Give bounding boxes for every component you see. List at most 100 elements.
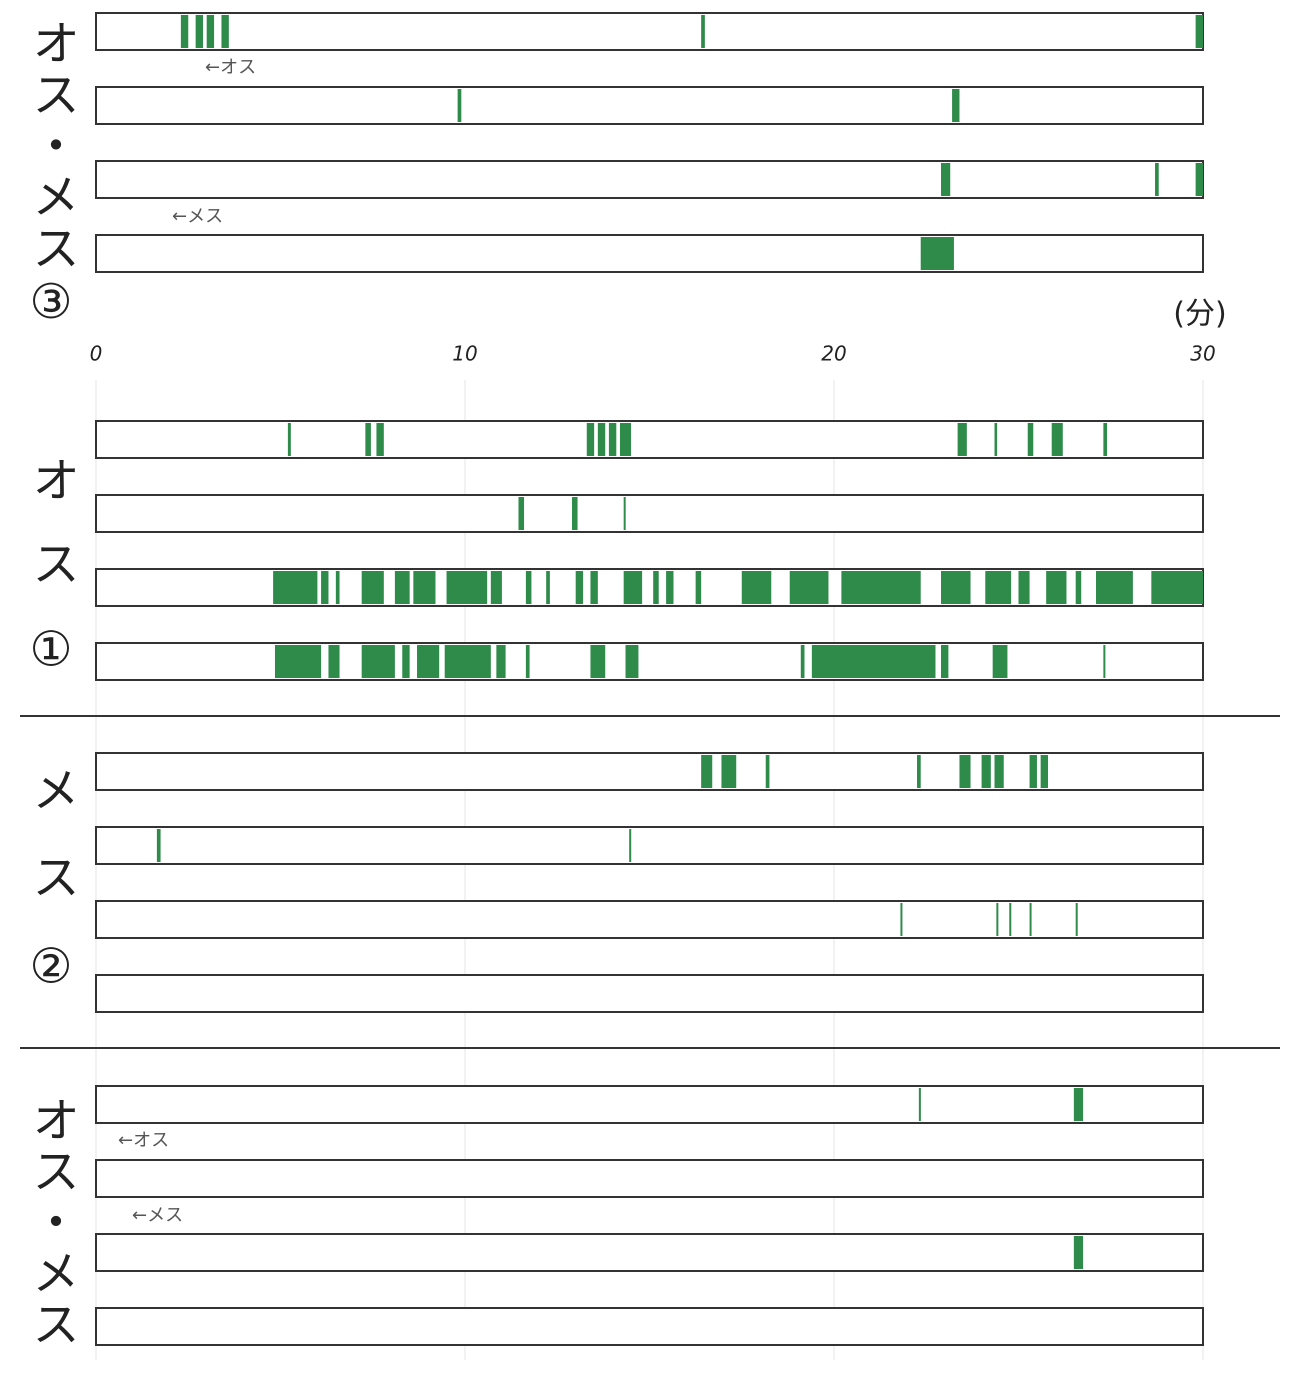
- activity-segment: [572, 497, 578, 530]
- activity-segment: [1103, 645, 1106, 678]
- activity-segment: [701, 755, 713, 788]
- activity-segment: [525, 571, 532, 604]
- activity-segment: [1046, 571, 1067, 604]
- x-tick-label: 30: [1190, 342, 1215, 366]
- row-track: [95, 900, 1204, 939]
- activity-segment: [361, 645, 395, 678]
- activity-segment: [629, 829, 632, 862]
- activity-segment: [518, 497, 525, 530]
- group-label: オス・メス③: [23, 18, 79, 333]
- activity-segment: [490, 571, 502, 604]
- row-track: [95, 234, 1204, 273]
- row-track: [95, 974, 1204, 1013]
- activity-segment: [653, 571, 659, 604]
- activity-segment: [841, 571, 921, 604]
- activity-segment: [1051, 423, 1063, 456]
- activity-segment: [1029, 903, 1032, 936]
- activity-segment: [287, 423, 291, 456]
- activity-segment: [981, 755, 991, 788]
- row-track: [95, 86, 1204, 125]
- activity-segment: [996, 903, 999, 936]
- activity-segment: [920, 237, 954, 270]
- activity-segment: [800, 645, 805, 678]
- activity-segment: [1075, 571, 1082, 604]
- activity-segment: [328, 645, 340, 678]
- activity-segment: [985, 571, 1012, 604]
- row-track: [95, 1085, 1204, 1124]
- activity-segment: [444, 645, 491, 678]
- activity-segment: [1155, 163, 1159, 196]
- annotation: ←メス: [132, 1205, 183, 1226]
- activity-segment: [1029, 755, 1037, 788]
- activity-segment: [1009, 903, 1012, 936]
- annotation: ←メス: [172, 206, 223, 227]
- activity-segment: [1195, 15, 1203, 48]
- activity-segment: [273, 571, 318, 604]
- activity-segment: [811, 645, 936, 678]
- activity-segment: [496, 645, 506, 678]
- activity-segment: [597, 423, 606, 456]
- row-track: [95, 1233, 1204, 1272]
- activity-segment: [952, 89, 960, 122]
- activity-segment: [376, 423, 384, 456]
- activity-segment: [1075, 903, 1078, 936]
- activity-segment: [959, 755, 971, 788]
- activity-segment: [394, 571, 410, 604]
- row-track: [95, 1159, 1204, 1198]
- activity-segment: [180, 15, 189, 48]
- activity-segment: [335, 571, 340, 604]
- activity-segment: [721, 755, 737, 788]
- group-label: オス①: [23, 455, 79, 713]
- row-track: [95, 642, 1204, 681]
- activity-segment: [918, 1088, 921, 1121]
- row-track: [95, 494, 1204, 533]
- activity-segment: [666, 571, 674, 604]
- row-track: [95, 12, 1204, 51]
- activity-segment: [1040, 755, 1049, 788]
- row-track: [95, 752, 1204, 791]
- activity-segment: [365, 423, 371, 456]
- activity-segment: [156, 829, 161, 862]
- activity-segment: [195, 15, 204, 48]
- annotation: ←オス: [118, 1130, 169, 1151]
- activity-segment: [608, 423, 617, 456]
- row-track: [95, 1307, 1204, 1346]
- activity-segment: [1027, 423, 1034, 456]
- activity-segment: [1073, 1236, 1084, 1269]
- activity-segment: [957, 423, 967, 456]
- x-tick-label: 20: [821, 342, 846, 366]
- activity-segment: [992, 645, 1008, 678]
- activity-segment: [765, 755, 770, 788]
- row-track: [95, 568, 1204, 607]
- activity-segment: [789, 571, 829, 604]
- activity-segment: [625, 645, 639, 678]
- activity-segment: [941, 571, 971, 604]
- x-axis-unit: (分): [1173, 297, 1226, 332]
- activity-segment: [590, 645, 606, 678]
- activity-segment: [941, 163, 951, 196]
- activity-segment: [321, 571, 329, 604]
- activity-segment: [695, 571, 702, 604]
- activity-segment: [1073, 1088, 1084, 1121]
- activity-segment: [917, 755, 921, 788]
- activity-segment: [361, 571, 384, 604]
- activity-segment: [900, 903, 903, 936]
- row-track: [95, 420, 1204, 459]
- activity-segment: [417, 645, 440, 678]
- activity-segment: [623, 571, 643, 604]
- activity-segment: [590, 571, 598, 604]
- activity-segment: [446, 571, 488, 604]
- x-tick-label: 0: [90, 342, 103, 366]
- activity-segment: [274, 645, 322, 678]
- activity-segment: [525, 645, 530, 678]
- activity-segment: [1095, 571, 1133, 604]
- activity-segment: [1103, 423, 1108, 456]
- activity-segment: [941, 645, 949, 678]
- activity-segment: [546, 571, 550, 604]
- row-track: [95, 160, 1204, 199]
- annotation: ←オス: [205, 57, 256, 78]
- activity-segment: [413, 571, 436, 604]
- group-label: メス②: [23, 765, 79, 1033]
- activity-segment: [586, 423, 595, 456]
